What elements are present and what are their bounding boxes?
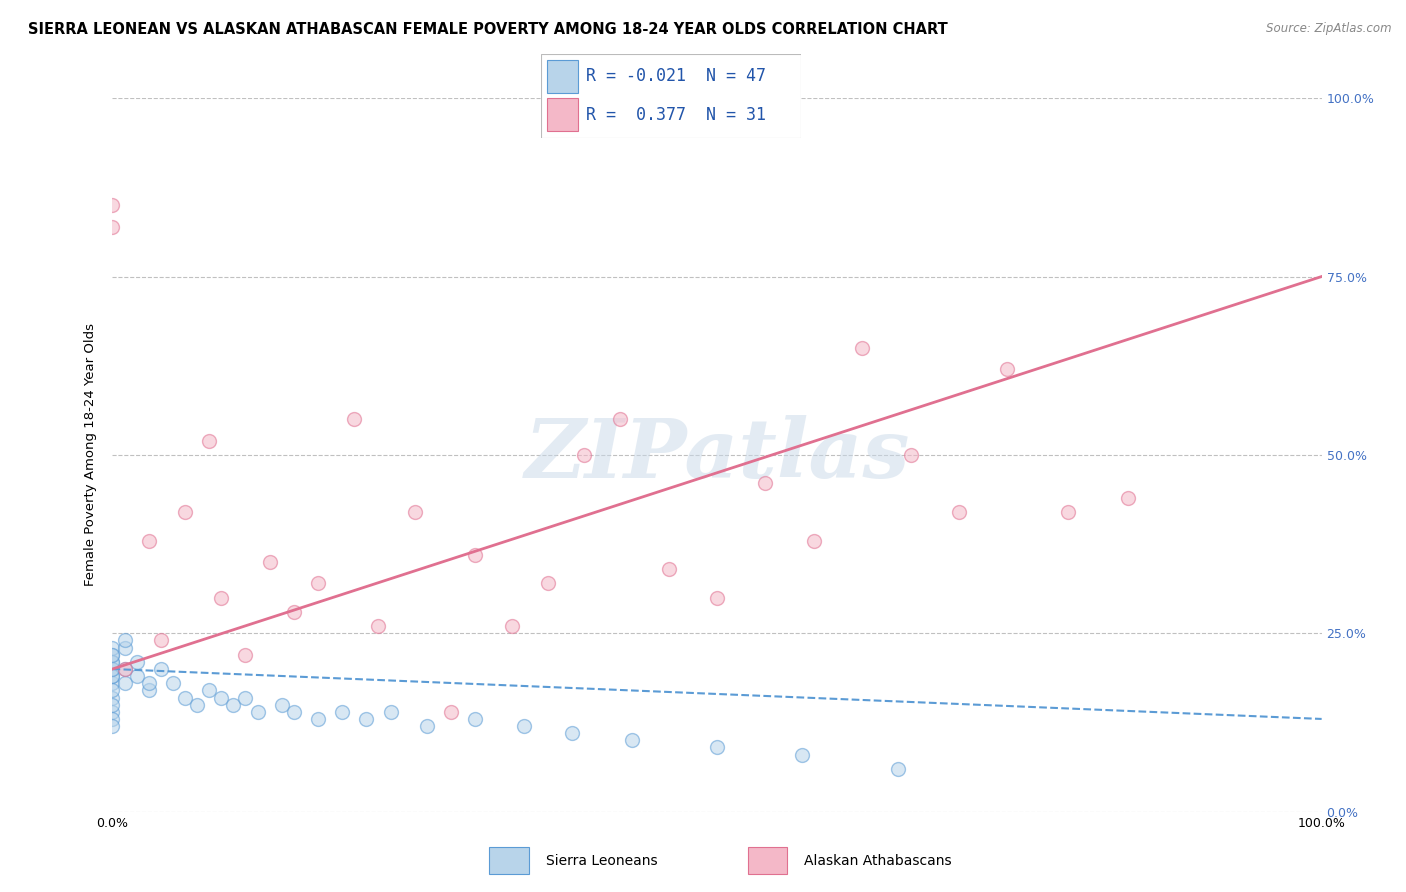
Point — [101, 655, 124, 669]
Point — [464, 712, 486, 726]
Point — [283, 605, 305, 619]
Point — [101, 219, 124, 234]
Point — [330, 705, 353, 719]
Bar — [748, 847, 787, 874]
Point — [1116, 491, 1139, 505]
Point — [887, 762, 910, 776]
Point — [754, 476, 776, 491]
Text: Source: ZipAtlas.com: Source: ZipAtlas.com — [1267, 22, 1392, 36]
Point — [101, 640, 124, 655]
Point — [706, 591, 728, 605]
Point — [101, 683, 124, 698]
Point — [948, 505, 970, 519]
Bar — [489, 847, 529, 874]
Point — [101, 705, 124, 719]
Point — [356, 712, 378, 726]
Point — [404, 505, 426, 519]
Point — [621, 733, 644, 747]
Point — [706, 740, 728, 755]
Point — [149, 662, 172, 676]
Point — [198, 683, 221, 698]
FancyBboxPatch shape — [547, 98, 578, 130]
Point — [101, 690, 124, 705]
Point — [464, 548, 486, 562]
Point — [609, 412, 631, 426]
Point — [114, 662, 136, 676]
Point — [186, 698, 208, 712]
Point — [101, 662, 124, 676]
Point — [125, 655, 148, 669]
Point — [209, 591, 232, 605]
Point — [561, 726, 583, 740]
Point — [246, 705, 269, 719]
Point — [101, 198, 124, 212]
Point — [101, 712, 124, 726]
Point — [803, 533, 825, 548]
Point — [283, 705, 305, 719]
Point — [174, 690, 197, 705]
Y-axis label: Female Poverty Among 18-24 Year Olds: Female Poverty Among 18-24 Year Olds — [83, 324, 97, 586]
Point — [222, 698, 245, 712]
Point — [235, 648, 257, 662]
Point — [790, 747, 813, 762]
Point — [900, 448, 922, 462]
Point — [162, 676, 184, 690]
Point — [367, 619, 389, 633]
Point — [209, 690, 232, 705]
Point — [307, 712, 329, 726]
Point — [101, 669, 124, 683]
Point — [259, 555, 281, 569]
Text: Sierra Leoneans: Sierra Leoneans — [546, 854, 657, 868]
Text: ZIPatlas: ZIPatlas — [524, 415, 910, 495]
Point — [1056, 505, 1078, 519]
Point — [851, 341, 873, 355]
Point — [307, 576, 329, 591]
Point — [138, 683, 160, 698]
Point — [101, 669, 124, 683]
Point — [114, 633, 136, 648]
Point — [101, 655, 124, 669]
Point — [138, 676, 160, 690]
Point — [114, 662, 136, 676]
Point — [101, 662, 124, 676]
Text: R = -0.021  N = 47: R = -0.021 N = 47 — [585, 68, 765, 86]
Point — [101, 676, 124, 690]
Point — [343, 412, 366, 426]
Point — [114, 640, 136, 655]
Point — [235, 690, 257, 705]
FancyBboxPatch shape — [541, 54, 801, 138]
Point — [537, 576, 560, 591]
Point — [138, 533, 160, 548]
Text: SIERRA LEONEAN VS ALASKAN ATHABASCAN FEMALE POVERTY AMONG 18-24 YEAR OLDS CORREL: SIERRA LEONEAN VS ALASKAN ATHABASCAN FEM… — [28, 22, 948, 37]
Point — [572, 448, 595, 462]
Point — [114, 676, 136, 690]
Point — [149, 633, 172, 648]
Point — [658, 562, 681, 576]
Point — [440, 705, 463, 719]
Point — [198, 434, 221, 448]
Point — [101, 648, 124, 662]
Text: Alaskan Athabascans: Alaskan Athabascans — [804, 854, 952, 868]
Text: R =  0.377  N = 31: R = 0.377 N = 31 — [585, 105, 765, 123]
Point — [270, 698, 292, 712]
Point — [416, 719, 439, 733]
Point — [101, 698, 124, 712]
Point — [380, 705, 402, 719]
Point — [174, 505, 197, 519]
FancyBboxPatch shape — [547, 61, 578, 93]
Point — [101, 648, 124, 662]
Point — [995, 362, 1018, 376]
Point — [501, 619, 523, 633]
Point — [101, 719, 124, 733]
Point — [125, 669, 148, 683]
Point — [512, 719, 534, 733]
